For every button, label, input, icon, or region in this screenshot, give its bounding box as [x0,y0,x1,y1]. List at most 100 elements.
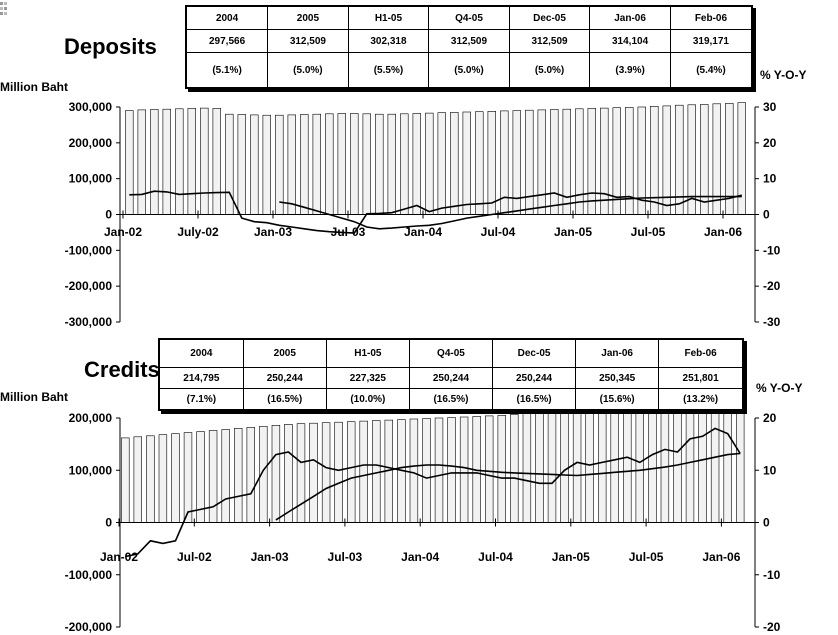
bar [287,114,296,215]
left-tick-label: -100,000 [65,243,113,257]
bar [437,112,446,215]
table-cell: 312,509 [428,29,510,53]
table-value-row: 214,795 250,244 227,325 250,244 250,244 … [158,367,744,389]
bar [434,417,444,523]
table-header: Feb-06 [669,5,753,30]
x-tick-label: Jul-04 [481,225,516,239]
bar [237,114,246,215]
x-tick-label: Jul-05 [629,550,664,564]
right-tick-label: -20 [763,620,781,634]
bar [296,423,306,523]
bar [462,111,471,215]
bar [484,415,494,523]
credits-table: 2004 2005 H1-05 Q4-05 Dec-05 Jan-06 Feb-… [158,338,744,411]
x-tick-label: Jan-02 [104,225,142,239]
bar [400,113,409,215]
table-cell: 214,795 [158,367,244,389]
bar [575,108,584,215]
right-tick-label: 20 [763,136,777,150]
bar [187,108,196,215]
bar [146,435,155,523]
bar [497,415,506,523]
table-growth-row: (7.1%) (16.5%) (10.0%) (16.5%) (16.5%) (… [158,388,744,411]
table-cell: (5.5%) [347,52,430,89]
bar [121,437,130,523]
credits-chart: 200,000 100,000 0 -100,000 -200,000 20 10 0 -10 -… [65,395,781,634]
bar [660,401,670,523]
bar [175,108,184,215]
bar [133,436,142,523]
table-cell: (16.5%) [408,388,494,411]
x-tick-label: Jan-06 [702,550,740,564]
right-tick-label: 10 [763,463,777,477]
bar [158,434,168,523]
bar [321,422,331,523]
bar [447,417,456,523]
table-header: Dec-05 [491,338,577,368]
bar [537,109,547,215]
right-tick-label: 30 [763,100,777,114]
table-header-row: 2004 2005 H1-05 Q4-05 Dec-05 Jan-06 Feb-… [185,5,753,30]
bar [150,109,159,215]
table-growth-row: (5.1%) (5.0%) (5.5%) (5.0%) (5.0%) (3.9%… [185,52,753,89]
right-tick-label: -20 [763,279,781,293]
table-cell: 250,244 [408,367,494,389]
table-cell: (13.2%) [658,388,744,411]
logo-icon [0,0,14,22]
x-tick-label: Jan-03 [254,225,292,239]
table-cell: 250,244 [242,367,327,389]
bar [675,104,684,215]
left-tick-label: 200,000 [69,136,113,150]
bar [412,113,421,215]
bar [325,113,334,215]
bar [359,420,368,523]
right-tick-label: -10 [763,243,781,257]
yoy-growth-line [129,190,742,234]
bar [600,107,609,215]
table-header: H1-05 [325,338,410,368]
table-header: 2004 [185,5,269,30]
table-cell: 319,171 [669,29,753,53]
bar [271,424,281,523]
table-header: 2005 [242,338,327,368]
right-tick-label: 0 [763,516,770,530]
bar [409,418,419,523]
table-cell: 312,509 [267,29,349,53]
table-cell: (5.0%) [428,52,510,89]
bar [723,395,732,523]
table-cell: (7.1%) [158,388,244,411]
table-cell: (5.1%) [185,52,269,89]
credits-right-unit: % Y-O-Y [756,381,803,395]
x-tick-label: Jan-04 [404,225,442,239]
table-header: Feb-06 [658,338,744,368]
bar [275,114,284,215]
bar [712,103,722,215]
table-header: Q4-05 [408,338,494,368]
trend-line [279,195,742,230]
bar [387,113,396,215]
bar [562,108,572,215]
x-tick-label: Jan-04 [401,550,439,564]
deposits-chart: 300,000 200,000 100,000 0 -100,000 -200,000 -3… [65,100,781,329]
bar [560,409,569,523]
bar [183,432,193,523]
bar [673,400,682,523]
yoy-growth-line [125,427,741,558]
bar [212,108,221,215]
deposits-table: 2004 2005 H1-05 Q4-05 Dec-05 Jan-06 Feb-… [185,5,753,89]
bar [510,413,519,523]
bar [623,404,632,523]
right-tick-label: -10 [763,568,781,582]
x-tick-label: Jan-05 [554,225,592,239]
bar [208,430,218,523]
bar [125,110,134,215]
deposits-title: Deposits [64,34,157,59]
table-cell: (5.4%) [669,52,753,89]
table-cell: 227,325 [325,367,410,389]
bar [700,104,709,215]
bar [450,112,459,215]
bar [425,112,434,215]
bar [648,402,657,523]
table-header: Jan-06 [575,338,660,368]
table-header-row: 2004 2005 H1-05 Q4-05 Dec-05 Jan-06 Feb-… [158,338,744,368]
